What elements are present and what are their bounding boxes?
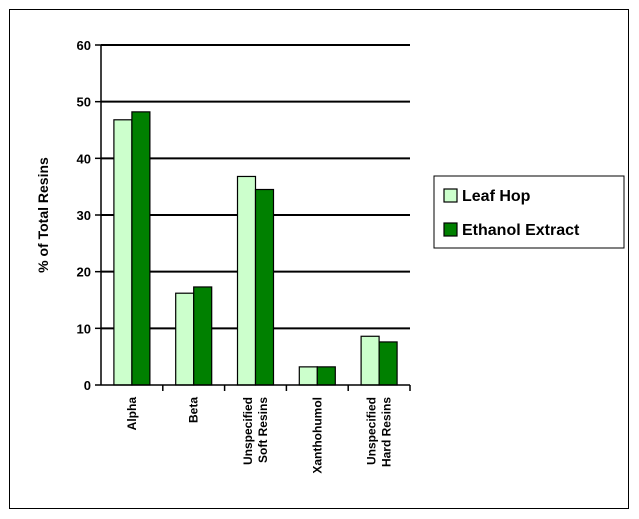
legend: Leaf Hop Ethanol Extract	[433, 175, 625, 249]
y-tick-label: 40	[77, 151, 91, 166]
category-label-text: Alpha	[125, 397, 139, 431]
bar-leaf-hop-beta	[175, 292, 195, 386]
y-tick-labels: 0 10 20 30 40 50 60	[77, 38, 91, 393]
bar-ethanol-extract-beta	[193, 286, 213, 386]
category-label-line: Beta	[187, 397, 201, 423]
legend-label: Ethanol Extract	[462, 222, 580, 239]
legend-swatch	[443, 222, 458, 237]
legend-label: Leaf Hop	[462, 188, 531, 205]
category-label-line: Soft Resins	[256, 397, 270, 463]
y-tick-label: 50	[77, 95, 91, 110]
axes	[95, 44, 411, 391]
category-label: UnspecifiedHard Resins	[365, 397, 394, 467]
category-label-line: Unspecified	[241, 397, 255, 465]
y-axis-title: % of Total Resins	[35, 157, 51, 273]
category-label: Beta	[187, 397, 201, 423]
legend-box	[433, 175, 625, 249]
bars	[113, 111, 398, 386]
y-tick-label: 20	[77, 265, 91, 280]
bar-ethanol-extract-xanthohumol	[316, 366, 336, 386]
chart-frame: 0 10 20 30 40 50 60 Alpha Beta UnspecifiedSoft R…	[9, 9, 629, 509]
bar-leaf-hop-unspecified-hard-resins	[360, 335, 380, 386]
category-label-text: Beta	[187, 397, 201, 423]
bar-leaf-hop-xanthohumol	[298, 366, 318, 386]
bar-ethanol-extract-unspecified-soft-resins	[254, 188, 275, 386]
y-tick-label: 10	[77, 321, 91, 336]
y-tick-label: 30	[77, 208, 91, 223]
bar-ethanol-extract-unspecified-hard-resins	[378, 341, 398, 386]
category-label-text: UnspecifiedSoft Resins	[241, 397, 270, 465]
category-label: UnspecifiedSoft Resins	[241, 397, 270, 465]
bar-leaf-hop-alpha	[113, 119, 133, 386]
category-label-line: Unspecified	[365, 397, 379, 465]
bar-leaf-hop-unspecified-soft-resins	[236, 175, 257, 386]
bar-ethanol-extract-alpha	[131, 111, 151, 386]
category-label: Alpha	[125, 397, 139, 431]
y-tick-label: 0	[84, 378, 91, 393]
y-tick-label: 60	[77, 38, 91, 53]
category-label-line: Xanthohumol	[310, 397, 324, 474]
category-label: Xanthohumol	[310, 397, 324, 474]
category-label-line: Hard Resins	[380, 397, 394, 467]
category-label-text: UnspecifiedHard Resins	[365, 397, 394, 467]
legend-swatch	[443, 188, 458, 203]
category-label-text: Xanthohumol	[310, 397, 324, 474]
category-labels: Alpha Beta UnspecifiedSoft Resins Xanthohum…	[125, 397, 394, 474]
category-label-line: Alpha	[125, 397, 139, 431]
